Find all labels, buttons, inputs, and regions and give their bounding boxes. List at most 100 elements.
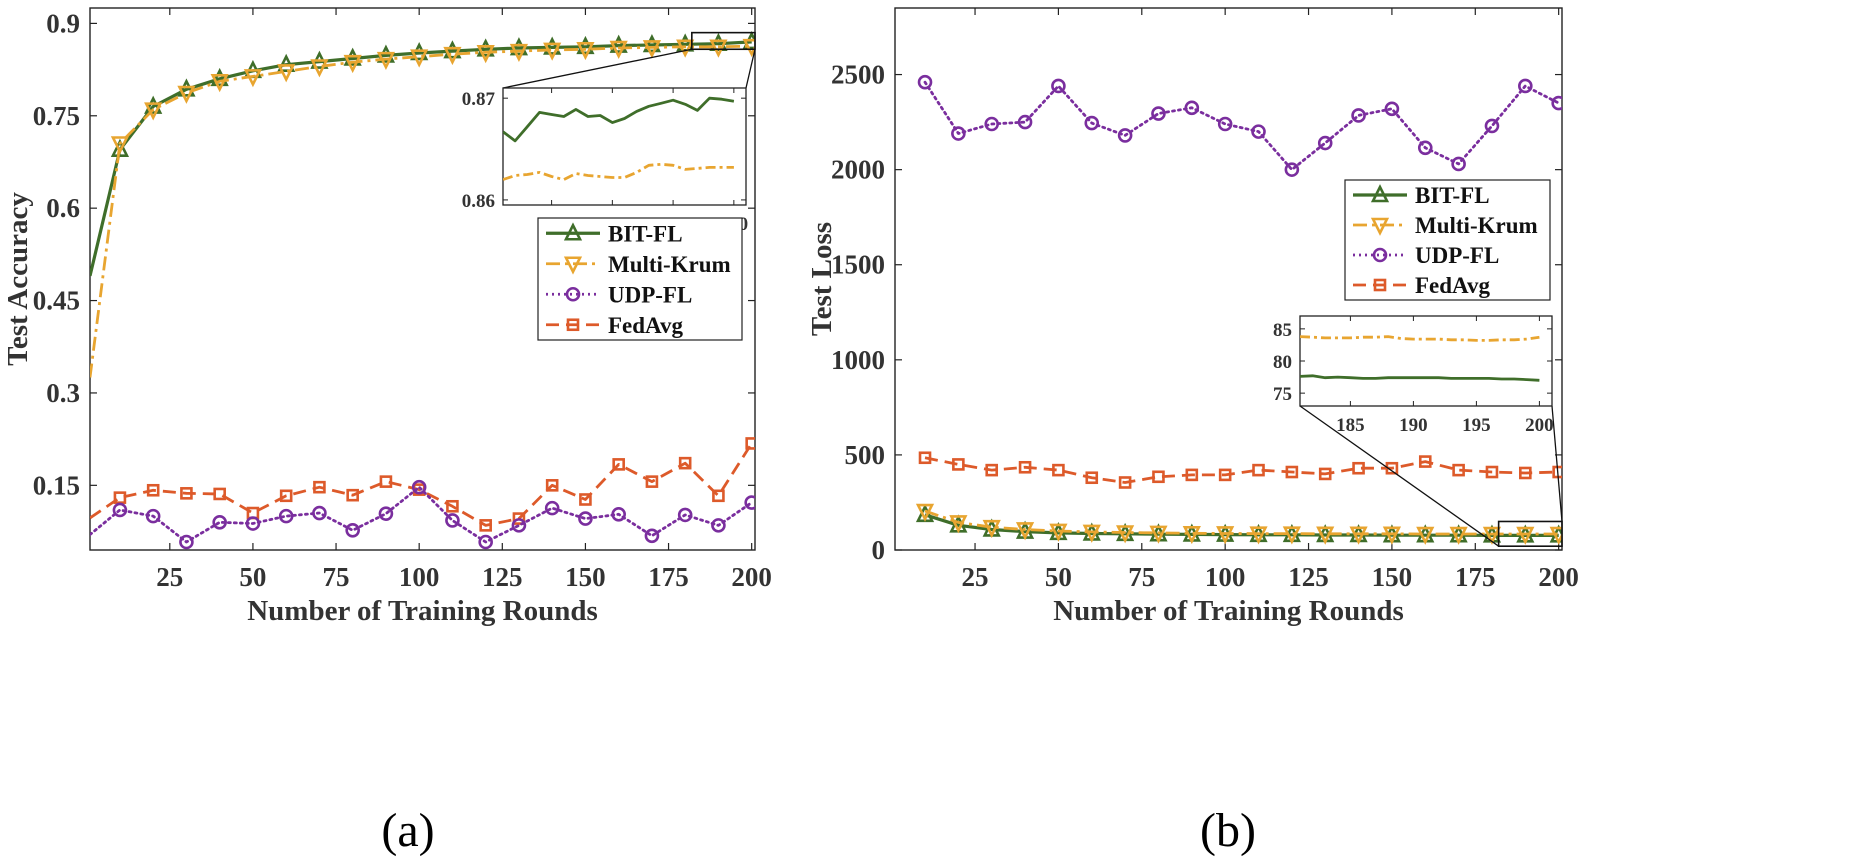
y-tick-label: 0.15 xyxy=(33,470,80,500)
data-point-multi-krum xyxy=(609,40,628,59)
inset-series-layer xyxy=(503,96,735,182)
y-tick-label: 0 xyxy=(872,535,886,565)
inset-frame xyxy=(1299,315,1553,407)
data-point-fedavg xyxy=(446,499,459,513)
x-axis-label: Number of Training Rounds xyxy=(247,595,598,627)
data-point-udp-fl xyxy=(744,495,755,510)
data-point-fedavg xyxy=(952,458,965,471)
data-point-fedavg xyxy=(1152,470,1165,484)
data-point-udp-fl xyxy=(511,518,527,533)
x-tick-label: 150 xyxy=(565,562,606,592)
inset-b: 185 190 195 200 75 80 85 xyxy=(1273,315,1554,436)
data-point-udp-fl xyxy=(1417,140,1433,156)
data-point-multi-krum xyxy=(476,45,495,64)
legend-swatch-marker xyxy=(565,286,581,302)
data-point-multi-krum xyxy=(177,85,196,104)
x-tick-label: 75 xyxy=(323,562,350,592)
data-point-fedavg xyxy=(1452,463,1465,477)
data-point-fedavg xyxy=(279,489,293,503)
legend-label-multi-krum: Multi-Krum xyxy=(608,252,731,277)
x-tick-label: 150 xyxy=(1372,562,1413,592)
data-point-multi-krum xyxy=(1116,525,1135,544)
data-point-udp-fl xyxy=(1217,116,1233,132)
data-point-multi-krum xyxy=(1449,526,1468,545)
inset-x-tick-label: 195 xyxy=(1462,415,1491,436)
inset-x-tick-label: 200 xyxy=(1525,415,1554,436)
data-point-fedavg xyxy=(678,456,692,470)
data-point-udp-fl xyxy=(1184,100,1200,116)
data-point-fedavg xyxy=(1318,467,1332,481)
inset-series-layer xyxy=(1300,335,1540,382)
data-point-fedavg xyxy=(985,463,999,477)
data-point-multi-krum xyxy=(1182,525,1201,545)
inset-y-tick-label: 85 xyxy=(1273,320,1292,341)
data-point-udp-fl xyxy=(312,505,327,521)
x-tick-label: 200 xyxy=(731,562,772,592)
inset-x-tick-label: 190 xyxy=(1399,415,1428,436)
data-point-udp-fl xyxy=(212,514,227,530)
panel-a: 25 50 75 100 125 150 175 200 0.15 0.3 0.45 0.6 0.75 0… xyxy=(2,7,772,857)
data-point-bit-fl xyxy=(443,40,462,59)
data-point-bit-fl xyxy=(277,53,296,72)
inset-y-tick-label: 80 xyxy=(1273,352,1292,373)
data-point-multi-krum xyxy=(243,69,263,88)
data-point-udp-fl xyxy=(1284,162,1300,177)
data-point-multi-krum xyxy=(1482,526,1502,545)
data-point-fedavg xyxy=(1285,465,1299,479)
data-point-udp-fl xyxy=(445,513,460,528)
data-point-multi-krum xyxy=(742,38,755,58)
zoom-region-box xyxy=(691,31,756,51)
data-point-multi-krum xyxy=(343,54,362,74)
data-point-bit-fl xyxy=(343,47,362,66)
inset-frame xyxy=(502,87,747,206)
data-point-fedavg xyxy=(645,475,659,488)
inset-line-multi-krum xyxy=(503,162,734,182)
x-tick-label: 100 xyxy=(1205,562,1246,592)
zoom-connector xyxy=(1299,405,1500,547)
data-point-udp-fl xyxy=(145,508,161,524)
x-axis-label: Number of Training Rounds xyxy=(1053,595,1404,627)
data-point-udp-fl xyxy=(1084,115,1100,131)
data-point-udp-fl xyxy=(1051,78,1066,94)
panel-caption: (a) xyxy=(381,804,434,857)
data-point-udp-fl xyxy=(644,528,660,544)
data-point-multi-krum xyxy=(1282,526,1301,545)
data-point-udp-fl xyxy=(1151,106,1166,121)
legend-label-bit-fl: BIT-FL xyxy=(1415,183,1490,208)
data-point-udp-fl xyxy=(1351,108,1366,123)
y-tick-label: 1000 xyxy=(831,345,885,375)
data-point-fedavg xyxy=(346,488,359,502)
x-tick-label: 175 xyxy=(648,562,689,592)
data-point-fedavg xyxy=(313,480,326,494)
y-axis-label: Test Loss xyxy=(806,222,838,336)
data-point-udp-fl xyxy=(611,506,626,522)
data-point-multi-krum xyxy=(376,51,396,71)
data-point-udp-fl xyxy=(677,507,693,523)
data-point-multi-krum xyxy=(1349,526,1368,545)
data-point-fedavg xyxy=(113,491,127,504)
data-point-bit-fl xyxy=(376,44,396,63)
x-tick-label: 175 xyxy=(1455,562,1496,592)
data-point-udp-fl xyxy=(478,534,493,550)
legend-label-udp-fl: UDP-FL xyxy=(608,282,692,307)
y-tick-label: 2500 xyxy=(831,60,885,90)
data-point-fedavg xyxy=(1085,471,1099,485)
data-point-udp-fl xyxy=(578,511,593,526)
data-point-fedavg xyxy=(146,483,160,497)
data-point-bit-fl xyxy=(110,138,130,157)
data-point-fedavg xyxy=(612,458,625,471)
inset-y-tick-label: 0.87 xyxy=(462,89,496,110)
inset-line-bit-fl xyxy=(1300,374,1540,382)
data-point-multi-krum xyxy=(576,41,595,61)
data-point-udp-fl xyxy=(1017,114,1033,130)
data-point-multi-krum xyxy=(915,503,935,522)
data-point-multi-krum xyxy=(1049,523,1068,542)
data-point-udp-fl xyxy=(1518,78,1533,94)
y-tick-label: 0.6 xyxy=(46,193,80,223)
data-point-multi-krum xyxy=(210,73,229,93)
series-line-bit-fl xyxy=(90,40,752,277)
data-point-udp-fl xyxy=(179,534,194,550)
data-point-udp-fl xyxy=(544,500,560,516)
